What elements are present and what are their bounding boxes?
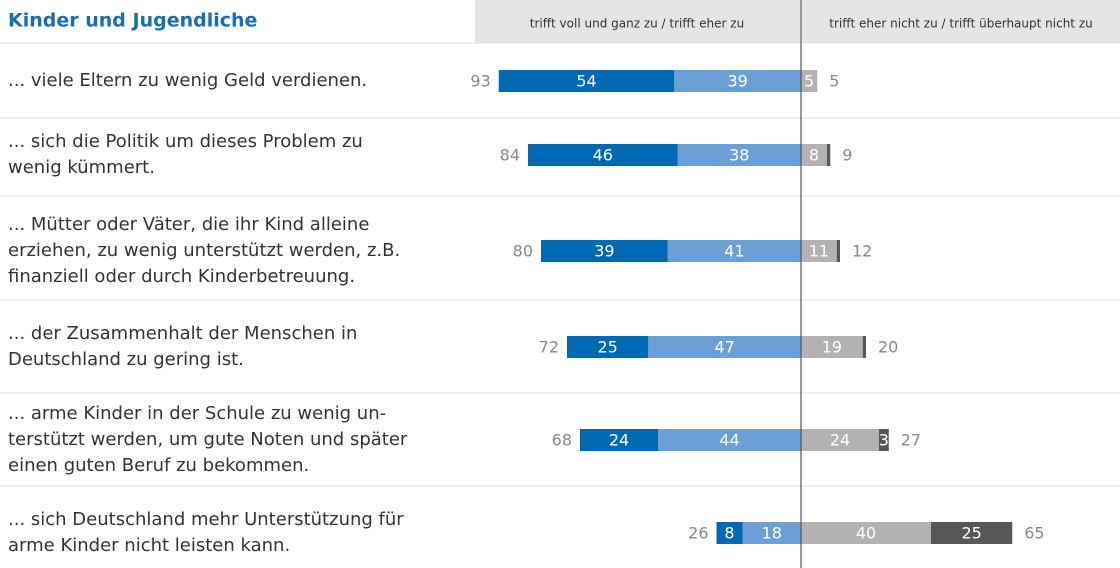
total-left: 68: [552, 431, 572, 450]
chart-title: Kinder und Jugendliche: [8, 10, 257, 32]
bar-segment: [879, 429, 889, 451]
bar-segment: [931, 522, 1013, 544]
total-left: 84: [500, 146, 520, 165]
category-label: ... der Zusammenhalt der Menschen in: [8, 323, 357, 344]
segment-label: 47: [714, 338, 734, 357]
category-label: ... sich Deutschland mehr Unterstützung …: [8, 509, 404, 530]
category-label: Deutschland zu gering ist.: [8, 349, 244, 370]
category-label: ... Mütter oder Väter, die ihr Kind alle…: [8, 214, 369, 235]
total-left: 93: [470, 72, 490, 91]
total-right: 5: [829, 72, 839, 91]
header-right: trifft eher nicht zu / trifft überhaupt …: [829, 17, 1092, 31]
segment-label: 39: [594, 242, 614, 261]
category-label: einen guten Beruf zu bekommen.: [8, 455, 309, 476]
segment-label: 39: [727, 72, 747, 91]
segment-label: 24: [830, 431, 850, 450]
segment-label: 46: [593, 146, 613, 165]
bar-segment: [567, 336, 649, 358]
bar-segment: [827, 144, 831, 166]
bar-segment: [801, 336, 863, 358]
total-right: 20: [878, 338, 898, 357]
bar-segment: [801, 429, 879, 451]
bar-segment: [742, 522, 801, 544]
total-left: 80: [513, 242, 533, 261]
segment-label: 44: [719, 431, 739, 450]
category-label: ... viele Eltern zu wenig Geld verdienen…: [8, 70, 367, 91]
total-right: 27: [901, 431, 921, 450]
segment-label: 5: [804, 72, 814, 91]
total-right: 65: [1024, 524, 1044, 543]
header-left-bg: [475, 0, 800, 43]
header-left: trifft voll und ganz zu / trifft eher zu: [530, 17, 744, 31]
bar-segment: [836, 240, 840, 262]
segment-label: 19: [822, 338, 842, 357]
category-label: ... sich die Politik um dieses Problem z…: [8, 131, 363, 152]
bar-segment: [528, 144, 678, 166]
segment-label: 24: [609, 431, 629, 450]
category-label: arme Kinder nicht leisten kann.: [8, 535, 290, 556]
segment-label: 38: [729, 146, 749, 165]
category-label: erziehen, zu wenig unterstützt werden, z…: [8, 240, 400, 261]
bar-segment: [716, 522, 743, 544]
bar-segment: [667, 240, 801, 262]
bar-segment: [648, 336, 801, 358]
bar-segment: [541, 240, 668, 262]
bar-segment: [674, 70, 801, 92]
bar-segment: [801, 70, 818, 92]
total-left: 72: [539, 338, 559, 357]
category-label: finanziell oder durch Kinderbetreuung.: [8, 266, 355, 287]
segment-label: 25: [597, 338, 617, 357]
bar-segment: [801, 240, 837, 262]
total-left: 26: [688, 524, 708, 543]
bar-segment: [801, 522, 931, 544]
header-right-bg: [802, 0, 1120, 43]
segment-label: 8: [724, 524, 734, 543]
bar-segment: [801, 144, 827, 166]
category-label: terstützt werden, um gute Noten und spät…: [8, 429, 408, 450]
bar-segment: [862, 336, 866, 358]
segment-label: 11: [809, 242, 829, 261]
bar-segment: [677, 144, 801, 166]
category-label: ... arme Kinder in der Schule zu wenig u…: [8, 403, 386, 424]
category-label: wenig kümmert.: [8, 157, 155, 178]
segment-label: 25: [961, 524, 981, 543]
segment-label: 54: [576, 72, 596, 91]
segment-label: 41: [724, 242, 744, 261]
segment-label: 3: [879, 431, 889, 450]
segment-label: 8: [809, 146, 819, 165]
bar-segment: [580, 429, 658, 451]
segment-label: 18: [762, 524, 782, 543]
bar-segment: [658, 429, 801, 451]
total-right: 9: [842, 146, 852, 165]
total-right: 12: [852, 242, 872, 261]
bar-segment: [498, 70, 675, 92]
segment-label: 40: [856, 524, 876, 543]
